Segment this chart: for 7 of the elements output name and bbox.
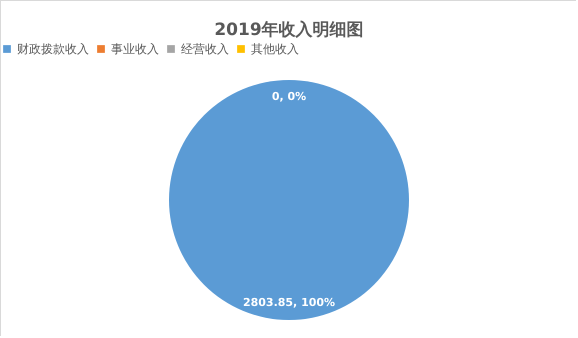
legend-label: 财政拨款收入: [17, 42, 89, 56]
legend-label: 其他收入: [251, 42, 299, 56]
data-label: 2803.85, 100%: [242, 296, 336, 309]
text: 0, 0%: [272, 90, 306, 103]
legend-label: 经营收入: [181, 42, 229, 56]
legend-label: 事业收入: [111, 42, 159, 56]
chart-title: 2019年收入明细图: [214, 20, 364, 40]
